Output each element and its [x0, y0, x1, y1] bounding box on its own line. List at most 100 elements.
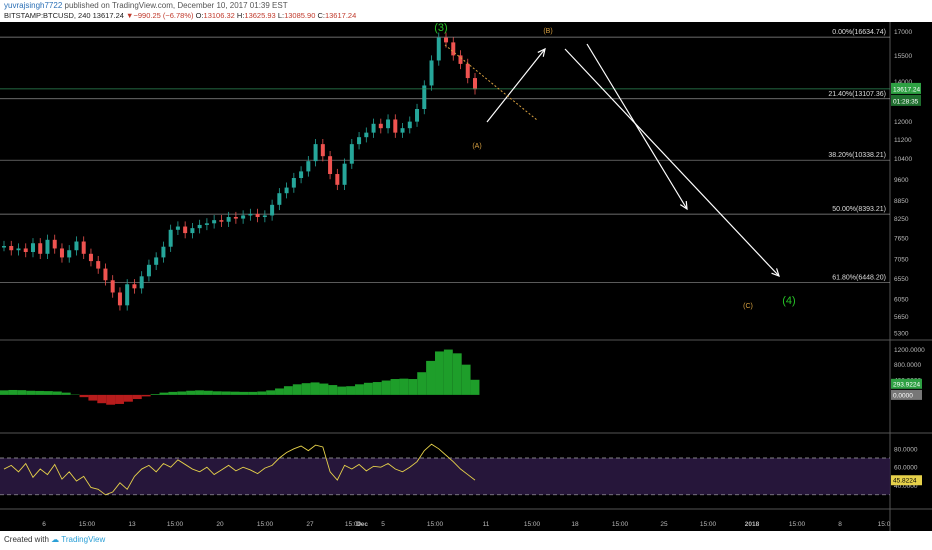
x-tick-label: 25	[660, 521, 668, 528]
oscillator-bar	[301, 383, 311, 395]
oscillator-bar	[435, 351, 444, 395]
oscillator-bar	[266, 390, 276, 395]
oscillator-bar	[26, 390, 36, 395]
projection-arrow-b	[486, 48, 546, 123]
candle-body	[74, 241, 79, 251]
projection-arrow-b-head	[537, 47, 546, 57]
price-tick-label: 11200	[894, 137, 912, 144]
candle-body	[52, 239, 57, 249]
oscillator-bar	[328, 385, 338, 395]
oscillator-bar	[470, 379, 480, 395]
oscillator-bar	[186, 390, 196, 395]
candle-body	[197, 224, 202, 229]
oscillator-bar	[257, 391, 267, 395]
oscillator-tick-label: 800.0000	[894, 362, 921, 369]
oscillator-bar	[310, 382, 320, 395]
oscillator-bar	[35, 390, 44, 395]
oscillator-bar	[461, 364, 471, 395]
projection-arrow-c-head	[771, 268, 780, 278]
last-price: 13617.24	[92, 11, 124, 20]
publish-info: yuvrajsingh7722 published on TradingView…	[4, 1, 288, 10]
oscillator-last-value: 293.9224	[893, 381, 920, 388]
countdown-badge	[891, 94, 921, 106]
x-tick-label: 18	[571, 521, 579, 528]
oscillator-bar	[337, 386, 347, 395]
oscillator-value-badge	[891, 378, 922, 389]
candle-body	[67, 250, 72, 258]
candle-body	[270, 204, 275, 216]
price-tick-label: 6550	[894, 276, 909, 283]
oscillator-bar	[88, 394, 98, 401]
oscillator-bar	[212, 391, 222, 395]
close-label: C:	[317, 11, 325, 20]
x-tick-label: 15:00	[789, 521, 806, 528]
fib-level-label: 38.20%(10338.21)	[828, 152, 886, 159]
oscillator-bar	[52, 391, 62, 395]
oscillator-bar	[355, 384, 364, 395]
oscillator-bar	[43, 391, 53, 395]
author-link[interactable]: yuvrajsingh7722	[4, 1, 63, 10]
x-tick-label: 15:00	[79, 521, 96, 528]
oscillator-bar	[8, 389, 18, 395]
candle-body	[400, 128, 405, 133]
candle-body	[146, 264, 151, 277]
fib-level-label: 21.40%(13107.36)	[828, 91, 886, 98]
symbol-label: BITSTAMP:BTCUSD, 240	[4, 11, 91, 20]
x-tick-label: 6	[42, 521, 46, 528]
x-tick-label: 15:00	[612, 521, 629, 528]
oscillator-bar	[0, 390, 9, 395]
last-price-badge	[891, 82, 921, 94]
candle-body	[154, 257, 159, 265]
candle-body	[175, 226, 180, 230]
candle-body	[132, 284, 137, 289]
candle-body	[284, 187, 289, 194]
chart-header: yuvrajsingh7722 published on TradingView…	[0, 0, 932, 22]
price-tick-label: 17000	[894, 29, 912, 36]
created-with: Created with ☁ TradingView	[4, 535, 106, 544]
candle-body	[183, 226, 188, 234]
oscillator-bar	[275, 388, 284, 395]
oscillator-bar	[17, 390, 27, 395]
x-tick-label: 15:00	[345, 521, 362, 528]
candle-body	[125, 284, 130, 306]
oscillator-zero-badge	[891, 389, 922, 400]
price-tick-label: 8850	[894, 198, 909, 205]
tradingview-link[interactable]: TradingView	[61, 535, 106, 544]
price-tick-label: 10400	[894, 156, 912, 163]
x-tick-label: 5	[381, 521, 385, 528]
candle-body	[429, 60, 434, 86]
candle-body	[444, 37, 449, 43]
wave-3-label: (3)	[434, 22, 447, 34]
candle-body	[342, 163, 347, 185]
oscillator-bar	[452, 353, 462, 395]
candle-body	[16, 248, 21, 251]
high-label: H:	[236, 11, 245, 20]
projection-arrow-c-parallel	[586, 43, 688, 210]
candle-body	[9, 246, 14, 251]
rsi-line	[3, 443, 476, 496]
oscillator-bar	[426, 360, 436, 395]
wave-a-label: (A)	[472, 143, 481, 150]
price-tick-label: 7650	[894, 236, 909, 243]
candle-body	[103, 268, 108, 281]
candle-body	[422, 85, 427, 109]
price-tick-label: 8250	[894, 216, 909, 223]
price-tick-label: 5300	[894, 331, 909, 338]
price-tick-label: 9600	[894, 177, 909, 184]
candle-body	[458, 55, 463, 64]
candle-body	[212, 220, 217, 224]
trendline-dotted	[444, 44, 538, 121]
candle-body	[2, 246, 6, 248]
candle-body	[190, 228, 195, 234]
oscillator-bar	[443, 349, 453, 395]
price-tick-label: 6050	[894, 296, 909, 303]
candle-body	[277, 193, 282, 205]
candle-body	[415, 108, 420, 122]
candle-body	[364, 132, 369, 138]
price-change: ▼−990.25 (−6.78%)	[126, 11, 194, 20]
x-tick-label: 15:00	[427, 521, 444, 528]
chart-canvas[interactable]: 1700015500140001200011200104009600885082…	[0, 22, 932, 531]
tradingview-logo-icon[interactable]: ☁	[51, 535, 60, 544]
oscillator-bar	[97, 394, 107, 404]
oscillator-bar	[106, 394, 116, 405]
